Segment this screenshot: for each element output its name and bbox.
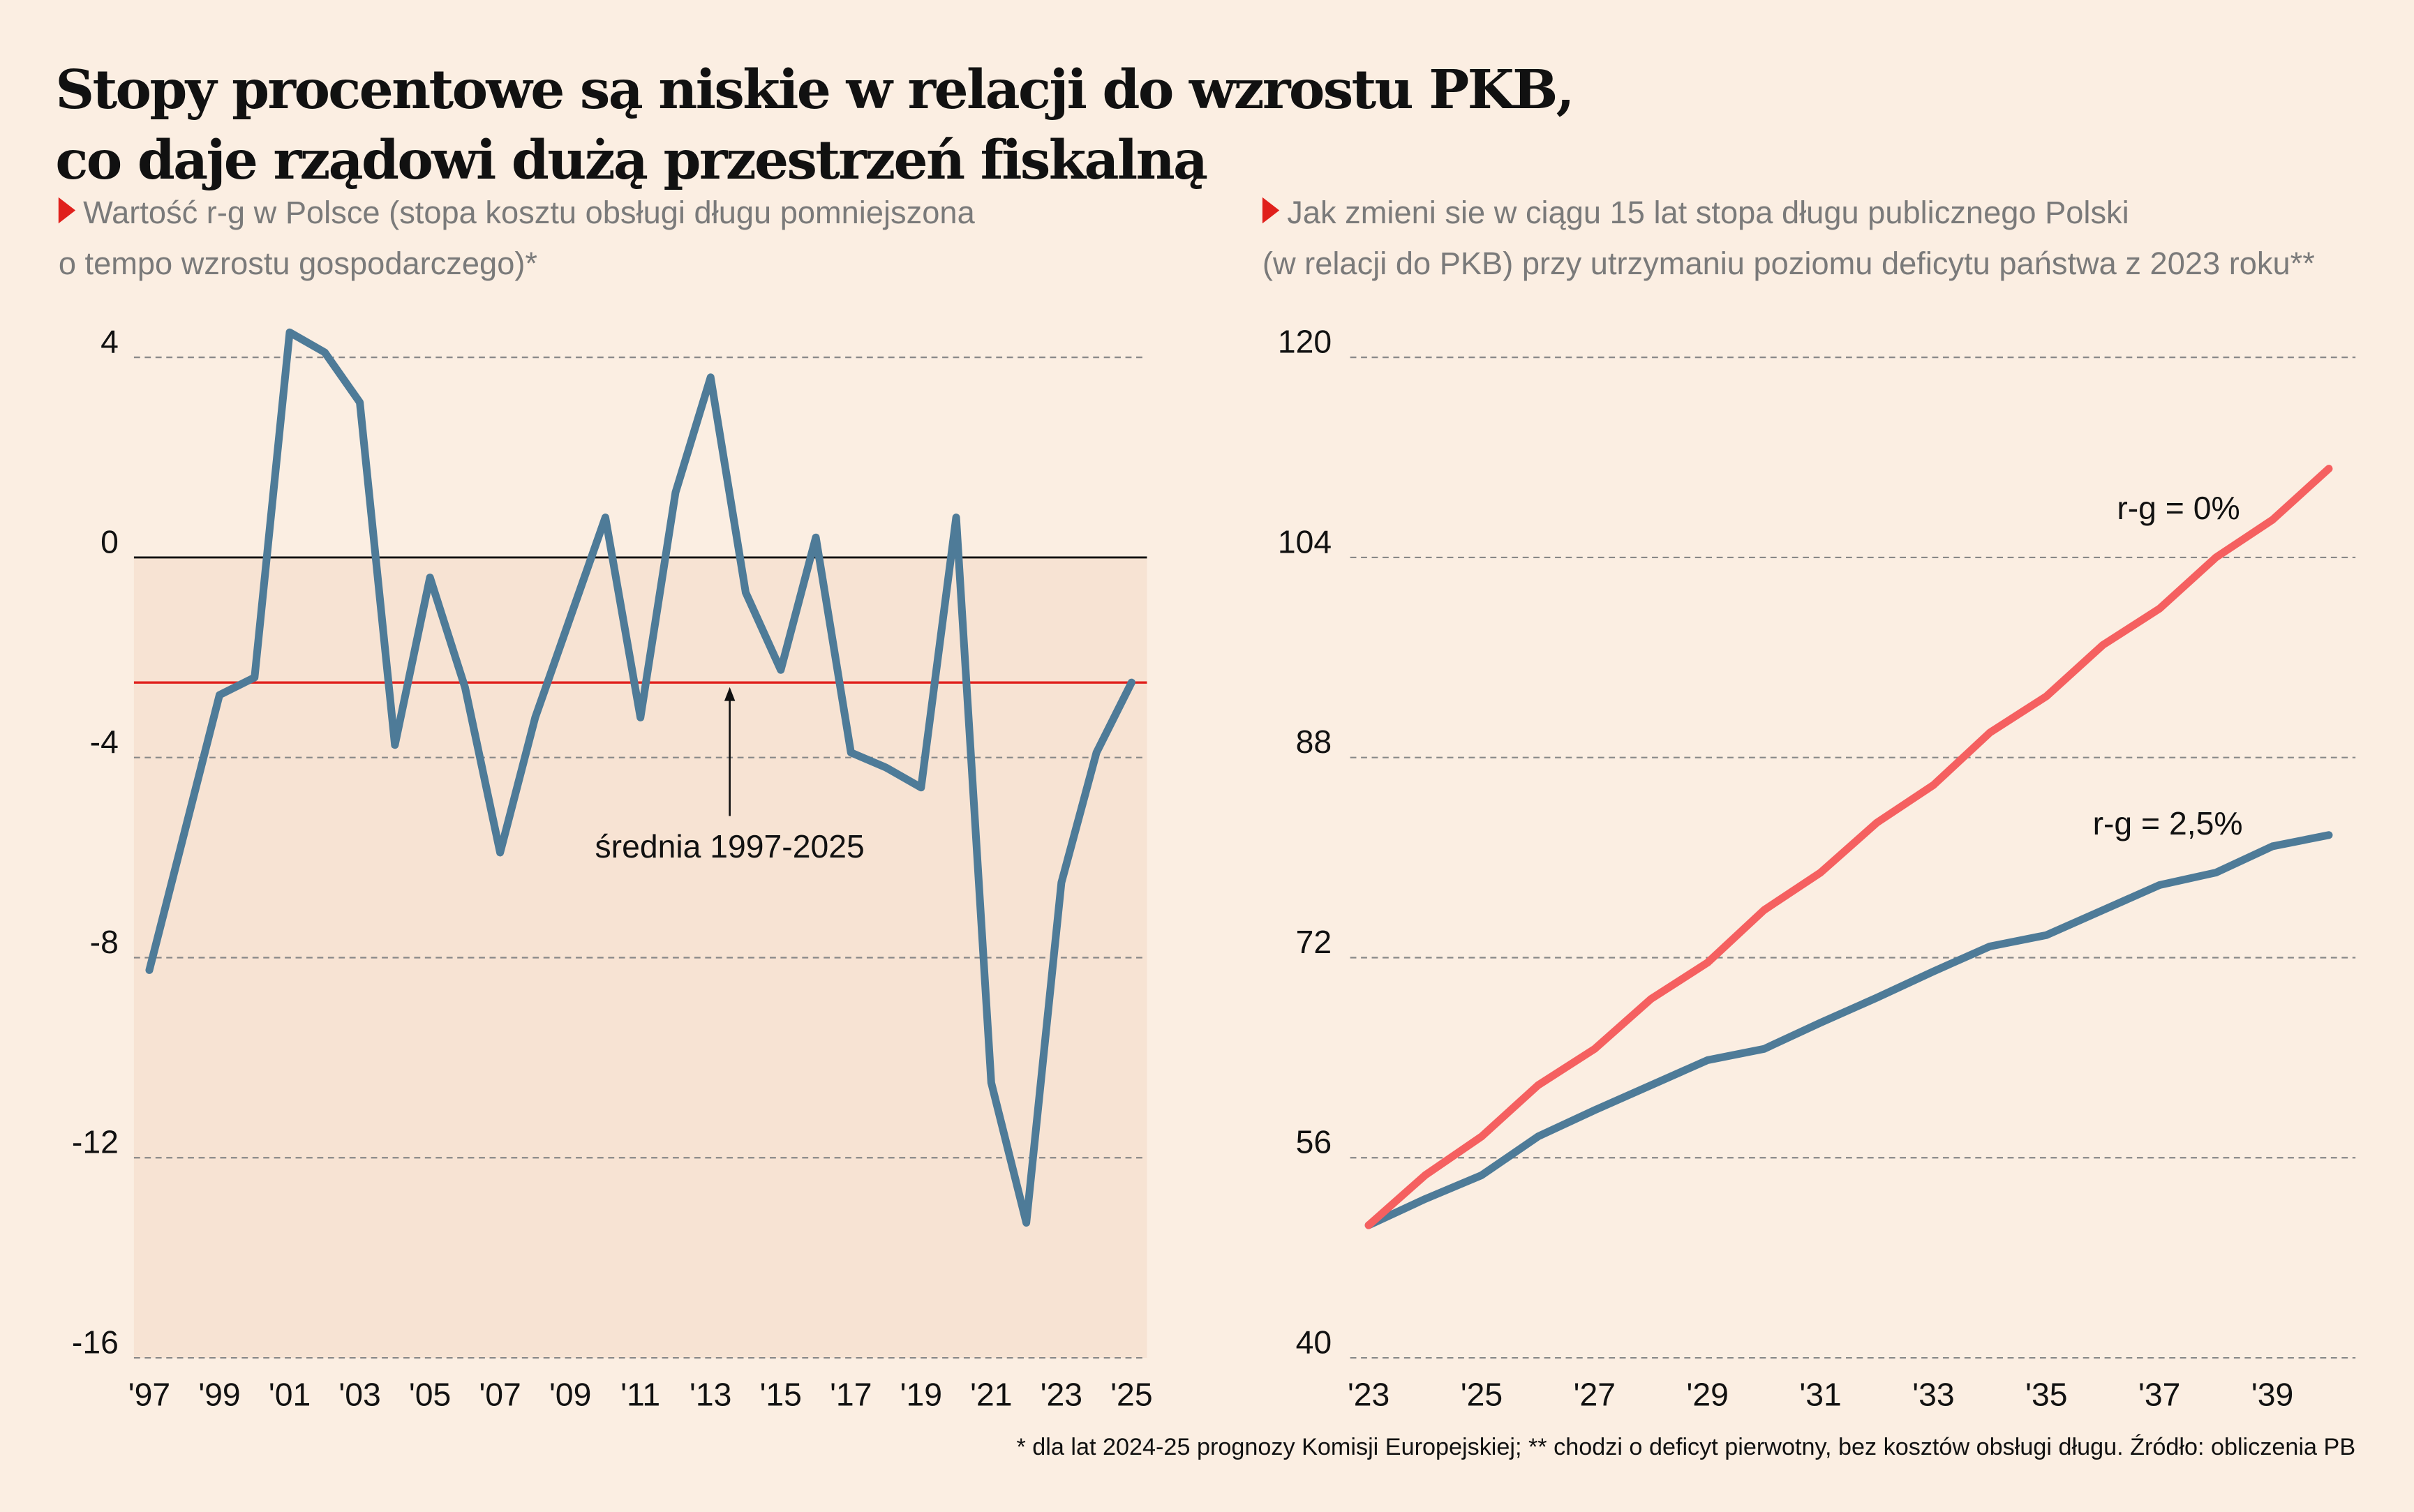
left-subtitle-line-2: o tempo wzrostu gospodarczego)* [59,246,537,281]
right-subtitle-marker-icon [1262,197,1280,224]
x-tick-label: '05 [409,1376,451,1412]
title-line-1: Stopy procentowe są niskie w relacji do … [55,59,1573,121]
x-tick-label: '37 [2138,1376,2180,1412]
x-tick-label: '21 [970,1376,1012,1412]
mean-arrow-head-icon [724,687,736,701]
y-tick-label: 120 [1278,324,1332,360]
x-tick-label: '13 [690,1376,731,1412]
series-label-r-g-2-5: r-g = 2,5% [2093,805,2243,841]
y-tick-label: 4 [100,324,119,360]
x-tick-label: '03 [338,1376,380,1412]
left-subtitle-marker-icon [58,197,76,224]
right-subtitle-line-1: Jak zmieni sie w ciągu 15 lat stopa dług… [1287,195,2129,230]
y-tick-label: 72 [1296,924,1332,960]
series-line-r-g-0 [1364,465,2333,1229]
series-label-r-g-0: r-g = 0% [2117,490,2240,526]
y-tick-label: -8 [90,924,119,960]
x-tick-label: '19 [900,1376,942,1412]
series-line-r-g-2-5 [1364,831,2333,1229]
left-chart: 4 0 -4 -8 -12 -16'97 '99 '01 '03 '05 '07 '09 '11 '13 '… [72,324,1153,1413]
title-line-2: co daje rządowi dużą przestrzeń fiskalną [55,129,1207,192]
y-tick-label: 0 [100,523,119,560]
x-tick-label: '17 [830,1376,872,1412]
x-tick-label: '07 [479,1376,521,1412]
x-tick-label: '23 [1041,1376,1082,1412]
x-tick-label: '09 [549,1376,591,1412]
y-tick-label: 56 [1296,1124,1332,1160]
x-tick-label: '35 [2025,1376,2067,1412]
x-tick-label: '01 [269,1376,311,1412]
x-tick-label: '99 [198,1376,240,1412]
x-tick-label: '31 [1799,1376,1841,1412]
left-subtitle-line-1: Wartość r-g w Polsce (stopa kosztu obsłu… [83,195,975,230]
x-tick-label: '33 [1912,1376,1954,1412]
footnote: * dla lat 2024-25 prognozy Komisji Europ… [1016,1433,2355,1460]
x-tick-label: '25 [1461,1376,1503,1412]
y-tick-label: 40 [1296,1324,1332,1360]
y-tick-label: -4 [90,724,119,760]
right-subtitle-line-2: (w relacji do PKB) przy utrzymaniu pozio… [1262,246,2315,281]
y-tick-label: 104 [1278,523,1332,560]
x-tick-label: '97 [128,1376,170,1412]
y-tick-label: -12 [72,1124,119,1160]
x-tick-label: '23 [1348,1376,1389,1412]
right-chart: 120 104 88 72 56 40 '23 '25 '27 '29 '31 '33 '35 '37 '3… [1278,324,2356,1412]
mean-label: średnia 1997-2025 [595,828,865,864]
x-tick-label: '29 [1687,1376,1729,1412]
x-tick-label: '27 [1574,1376,1616,1412]
x-tick-label: '15 [760,1376,802,1412]
x-tick-label: '11 [620,1376,660,1412]
x-tick-label: '39 [2251,1376,2293,1412]
y-tick-label: 88 [1296,724,1332,760]
x-tick-label: '25 [1110,1376,1152,1412]
y-tick-label: -16 [72,1324,119,1360]
